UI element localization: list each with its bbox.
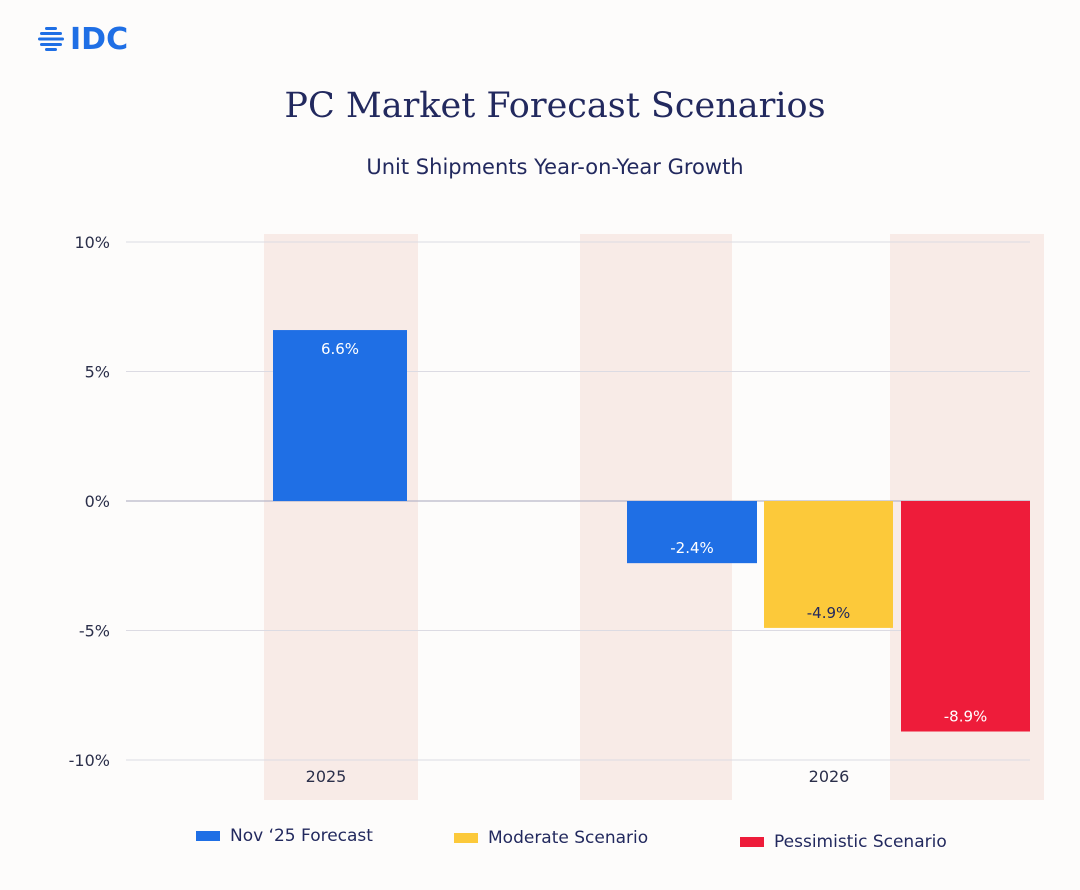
y-tick-label: -5% [79, 622, 110, 641]
chart-title: PC Market Forecast Scenarios [284, 86, 826, 126]
idc-logo: IDC [36, 20, 128, 58]
data-label: -4.9% [807, 604, 851, 622]
bar-2025-series-0 [273, 330, 407, 501]
data-label: 6.6% [321, 340, 359, 358]
legend-label: Moderate Scenario [488, 828, 649, 848]
legend-item: Nov ‘25 Forecast [196, 826, 373, 846]
bar-2026-series-2 [901, 501, 1030, 732]
legend-item: Pessimistic Scenario [740, 832, 947, 852]
legend-label: Nov ‘25 Forecast [230, 826, 373, 846]
legend: Nov ‘25 Forecast Moderate Scenario Pessimi… [0, 822, 1080, 862]
legend-swatch [454, 833, 478, 843]
data-label: -8.9% [944, 708, 988, 726]
x-category-label: 2026 [809, 767, 850, 786]
bar-2026-series-1 [764, 501, 893, 628]
background-band-0 [264, 234, 418, 800]
logo-text: IDC [70, 21, 129, 57]
globe-icon [38, 27, 64, 51]
y-tick-label: 0% [85, 492, 110, 511]
legend-swatch [196, 831, 220, 841]
legend-swatch [740, 837, 764, 847]
y-tick-label: 5% [85, 363, 110, 382]
bar-2026-series-0 [627, 501, 757, 564]
chart-subtitle: Unit Shipments Year-on-Year Growth [366, 155, 744, 179]
y-tick-label: 10% [74, 233, 110, 252]
legend-label: Pessimistic Scenario [774, 832, 947, 852]
x-category-label: 2025 [306, 767, 347, 786]
data-label: -2.4% [670, 539, 714, 557]
legend-item: Moderate Scenario [454, 828, 648, 848]
y-tick-label: -10% [69, 751, 110, 770]
